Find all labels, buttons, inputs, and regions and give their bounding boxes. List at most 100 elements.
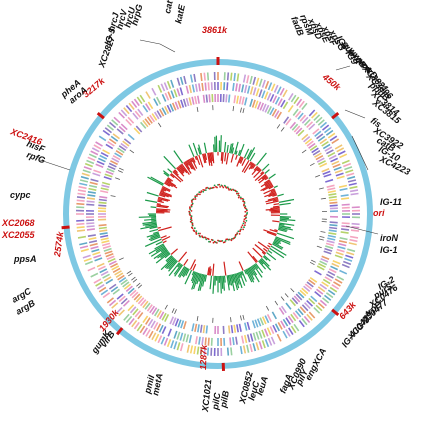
ori-label: ori <box>373 208 385 218</box>
gene-tick <box>201 82 204 92</box>
gc-skew-bar <box>265 208 280 211</box>
gene-tick <box>79 242 88 246</box>
gene-tick <box>88 184 98 188</box>
gc-skew-bar <box>203 153 207 163</box>
gene-tick <box>161 107 167 116</box>
gc-content-dot <box>238 195 241 197</box>
gene-tick <box>144 118 151 126</box>
gene-tick <box>193 73 197 83</box>
gc-content-dot <box>197 232 200 235</box>
gc-skew-bar <box>239 143 245 157</box>
gene-tick <box>132 278 138 283</box>
gene-tick <box>319 138 328 145</box>
gene-tick <box>326 273 334 279</box>
gc-skew-bar <box>255 263 264 274</box>
gene-tick <box>82 169 91 174</box>
gc-skew-bar <box>161 235 171 241</box>
gc-content-dot <box>189 206 191 209</box>
gene-tick <box>279 87 285 96</box>
gc-skew-bar <box>232 273 239 291</box>
gc-skew-bar <box>202 274 206 287</box>
gc-content-dot <box>236 192 238 195</box>
gene-tick <box>304 283 313 290</box>
gc-skew-bar <box>162 170 170 176</box>
gene-tick <box>170 79 175 88</box>
gc-skew-bar <box>204 274 207 282</box>
gene-tick <box>261 329 266 338</box>
gc-skew-bar <box>202 153 206 164</box>
gene-tick <box>133 127 141 135</box>
gc-skew-bar <box>163 172 169 177</box>
gene-label-XC2827: XC2827 <box>96 34 117 70</box>
gene-tick <box>314 130 322 138</box>
gc-skew-bar <box>150 176 164 185</box>
gc-content-dot <box>219 186 222 188</box>
gc-skew-bar <box>180 164 188 174</box>
gene-tick <box>319 260 328 266</box>
gc-content-dot <box>195 231 198 234</box>
gc-content-dot <box>212 186 215 189</box>
gc-skew-bar <box>250 163 255 170</box>
gc-skew-bar <box>157 249 169 259</box>
gc-skew-bar <box>261 175 267 180</box>
gene-tick <box>196 346 200 355</box>
gene-tick <box>324 247 333 252</box>
gc-content-dot <box>217 239 219 242</box>
gc-content-dot <box>216 186 218 189</box>
gc-skew-bar <box>207 267 210 276</box>
gene-tick <box>252 343 257 352</box>
gene-tick <box>166 104 172 113</box>
gene-tick <box>339 237 348 241</box>
gene-tick <box>102 129 111 136</box>
gc-content-dot <box>245 219 248 222</box>
gc-skew-bar <box>252 164 256 169</box>
gc-content-dot <box>213 184 216 187</box>
gene-tick <box>322 170 331 176</box>
gene-label-pmiI: pmiI <box>142 374 157 396</box>
gc-skew-bar <box>260 171 264 175</box>
gene-tick <box>242 314 245 320</box>
gc-content-dot <box>195 230 198 233</box>
gene-tick <box>344 257 353 262</box>
gene-tick <box>301 317 308 326</box>
gc-skew-bar <box>150 206 157 209</box>
gene-tick <box>133 293 141 301</box>
gene-tick <box>194 96 198 105</box>
gene-tick <box>104 173 113 178</box>
gene-tick <box>345 254 354 259</box>
gc-skew-bar <box>220 135 222 153</box>
gc-skew-bar <box>174 169 178 174</box>
gc-skew-bar <box>191 157 198 169</box>
gc-skew-bar <box>185 160 190 166</box>
gene-tick <box>84 162 93 168</box>
gene-tick <box>338 240 348 244</box>
gc-content-dot <box>208 240 210 243</box>
gc-skew-bar <box>269 229 278 233</box>
gene-tick <box>266 314 272 322</box>
gene-tick <box>312 128 320 135</box>
gene-tick <box>309 261 315 266</box>
gene-tick <box>328 154 337 160</box>
gene-tick <box>339 269 348 275</box>
gene-label-XC2068: XC2068 <box>1 218 35 228</box>
gene-tick <box>133 98 140 107</box>
gene-tick <box>163 82 169 91</box>
gene-tick <box>298 100 305 108</box>
gene-tick <box>103 276 112 282</box>
gene-tick <box>297 291 305 299</box>
gene-tick <box>112 133 120 140</box>
gc-content-dot <box>242 198 245 201</box>
gene-tick <box>328 232 337 235</box>
gene-tick <box>108 299 117 307</box>
gene-tick <box>86 222 95 225</box>
gc-skew-bar <box>183 162 192 174</box>
gc-content-dot <box>244 210 247 213</box>
gc-content-dot <box>218 183 221 186</box>
gc-skew-bar <box>254 244 267 254</box>
gene-tick <box>308 142 316 149</box>
gc-skew-bar <box>177 166 184 174</box>
gene-tick <box>100 289 109 296</box>
gene-tick <box>97 265 106 271</box>
gc-skew-bar <box>160 190 172 197</box>
gc-skew-bar <box>168 262 180 277</box>
